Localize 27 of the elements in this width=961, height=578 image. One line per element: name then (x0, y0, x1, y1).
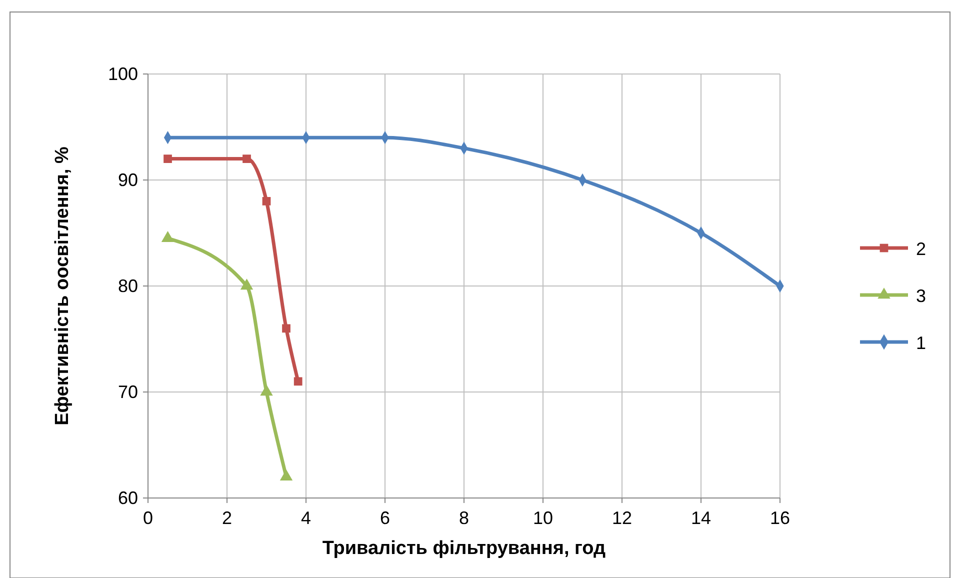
point (240, 278, 254, 290)
x-tick-label: 16 (770, 508, 790, 528)
point (242, 154, 251, 163)
point (280, 469, 293, 480)
x-tick-label: 8 (458, 508, 470, 528)
point (294, 377, 302, 386)
x-tick-label: 0 (142, 508, 154, 528)
legend-label: 1 (916, 333, 926, 353)
x-tick-label: 6 (380, 508, 390, 528)
point (164, 154, 172, 163)
point (282, 324, 290, 333)
y-tick-label: 80 (118, 276, 138, 296)
x-tick-label: 12 (612, 508, 632, 528)
y-tick-label: 100 (108, 64, 138, 84)
x-tick-label: 2 (222, 508, 232, 528)
legend-label: 2 (916, 239, 926, 259)
y-axis-title: Ефективність оосвітлення, % (52, 146, 73, 426)
x-axis-title: Тривалість фільтрування, год (322, 538, 606, 559)
x-tick-label: 10 (532, 508, 554, 528)
point (262, 197, 271, 206)
legend-label: 3 (916, 286, 926, 306)
y-tick-label: 70 (118, 382, 138, 402)
y-tick-label: 60 (118, 488, 138, 508)
x-tick-label: 14 (690, 508, 712, 528)
x-tick-label: 4 (300, 508, 312, 528)
y-tick-label: 90 (118, 170, 138, 190)
point (260, 384, 273, 396)
